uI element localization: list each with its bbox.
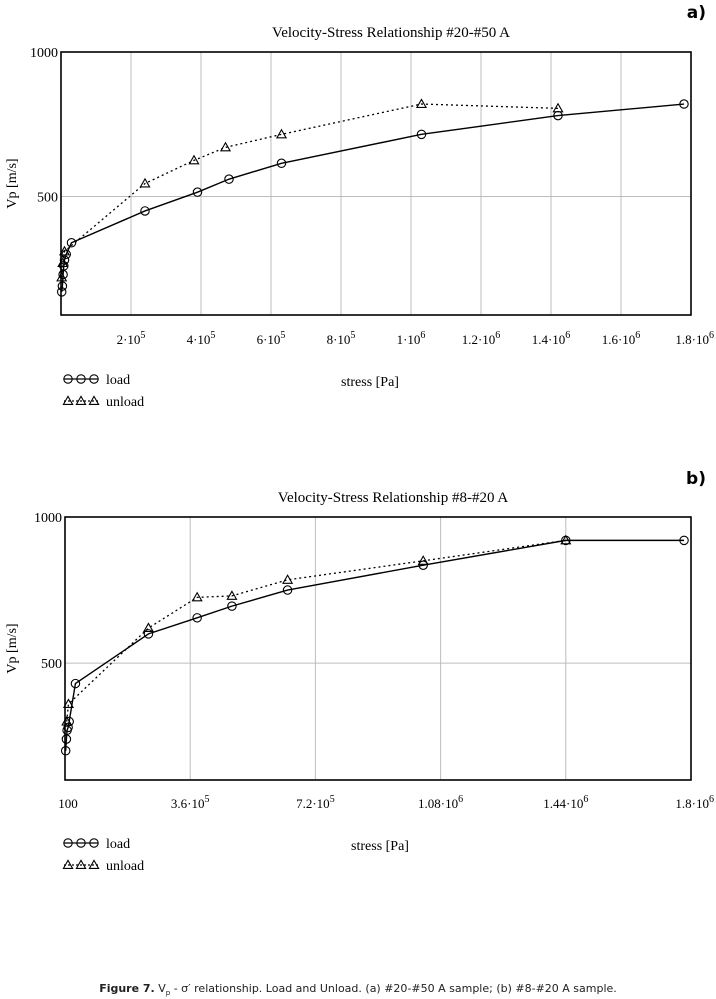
x-tick-label: 1.44·106 — [543, 794, 588, 811]
data-point-triangle — [560, 534, 572, 545]
data-point-triangle — [417, 555, 429, 565]
data-point-triangle — [56, 271, 68, 282]
caption-v-sub: p — [165, 989, 171, 998]
chart-title: Velocity-Stress Relationship #20-#50 A — [272, 25, 510, 41]
data-point-triangle — [62, 859, 74, 870]
series-line-unload — [66, 539, 566, 722]
x-tick-label: 1.8·106 — [675, 330, 714, 347]
data-point-triangle — [57, 257, 69, 267]
x-tick-label: 8·105 — [327, 330, 356, 347]
x-axis-label: stress [Pa] — [341, 375, 399, 390]
data-point-circle — [63, 722, 73, 733]
data-point-triangle — [282, 574, 294, 584]
y-axis-label: Vp [m/s] — [5, 158, 20, 208]
data-point-triangle — [75, 395, 87, 406]
chart-a: a) Velocity-Stress Relationship #20-#50 A… — [5, 3, 714, 410]
y-tick-label: 1000 — [34, 511, 62, 526]
data-point-triangle — [58, 245, 71, 256]
caption-label: Figure 7. — [99, 982, 155, 995]
data-point-circle — [416, 129, 427, 140]
data-point-triangle — [219, 141, 232, 152]
panel-label: b) — [686, 469, 706, 489]
legend-item-load: load — [63, 373, 130, 388]
data-point-triangle — [75, 859, 87, 870]
data-point-triangle — [88, 859, 100, 870]
x-tick-label: 1.08·106 — [418, 794, 463, 811]
data-point-circle — [227, 601, 237, 611]
data-point-circle — [76, 838, 86, 848]
legend-item-load: load — [63, 837, 130, 852]
x-tick-label: 1·106 — [397, 330, 426, 347]
data-point-circle — [679, 535, 689, 546]
data-point-circle — [64, 716, 74, 727]
data-point-triangle — [61, 715, 73, 726]
legend-item-unload: unload — [62, 395, 144, 410]
data-point-circle — [76, 374, 86, 384]
data-point-circle — [192, 187, 203, 197]
panel-label: a) — [687, 3, 706, 23]
x-tick-label: 1.2·106 — [462, 330, 501, 347]
y-tick-label: 500 — [41, 657, 62, 672]
data-point-circle — [59, 255, 70, 265]
data-point-circle — [60, 746, 71, 756]
data-point-triangle — [62, 395, 74, 406]
chart-title: Velocity-Stress Relationship #8-#20 A — [278, 490, 509, 506]
data-point-circle — [89, 838, 99, 848]
y-tick-label: 1000 — [30, 46, 58, 61]
caption-text: - σ′ relationship. Load and Unload. (a) … — [170, 982, 617, 995]
y-tick-label: 500 — [37, 191, 58, 206]
caption-v: V — [158, 982, 166, 995]
series-line-load — [61, 103, 685, 292]
chart-b: b) Velocity-Stress Relationship #8-#20 A 5… — [5, 469, 714, 874]
x-tick-label: 7.2·105 — [296, 794, 335, 811]
x-tick-label: 1.6·106 — [602, 330, 641, 347]
data-point-triangle — [139, 177, 151, 188]
data-point-circle — [679, 99, 689, 109]
x-tick-label: 1.8·106 — [675, 794, 714, 811]
data-point-triangle — [552, 102, 564, 113]
data-point-triangle — [62, 698, 75, 709]
x-axis-label: stress [Pa] — [351, 839, 409, 854]
data-point-circle — [59, 261, 69, 271]
data-point-triangle — [415, 98, 428, 109]
x-tick-label: 6·105 — [257, 330, 286, 347]
data-point-circle — [140, 206, 150, 216]
legend-label: unload — [106, 395, 144, 410]
x-tick-label: 4·105 — [187, 330, 216, 347]
series-line-load — [64, 539, 685, 751]
y-axis-label: Vp [m/s] — [5, 623, 20, 673]
x-tick-label: 3.6·105 — [171, 794, 210, 811]
data-point-circle — [192, 613, 202, 623]
x-tick-label: 100 — [58, 796, 78, 811]
data-point-circle — [63, 374, 73, 384]
legend-label: load — [106, 837, 130, 852]
data-point-triangle — [142, 622, 155, 633]
data-point-circle — [89, 374, 99, 384]
figure-caption: Figure 7. Vp - σ′ relationship. Load and… — [0, 982, 716, 997]
legend-label: load — [106, 373, 130, 388]
x-tick-label: 1.4·106 — [532, 330, 571, 347]
data-point-triangle — [88, 395, 100, 406]
data-point-circle — [57, 281, 68, 291]
x-tick-label: 2·105 — [117, 330, 146, 347]
plot-frame — [60, 51, 692, 316]
data-point-circle — [143, 629, 154, 639]
data-point-circle — [224, 174, 234, 184]
data-point-circle — [70, 678, 81, 689]
data-point-circle — [56, 287, 67, 297]
legend-label: unload — [106, 859, 144, 874]
data-point-circle — [282, 585, 293, 595]
data-point-triangle — [188, 154, 200, 165]
plot-frame — [64, 516, 692, 781]
series-line-unload — [61, 103, 559, 278]
data-point-circle — [276, 158, 287, 169]
data-point-triangle — [191, 591, 203, 602]
data-point-circle — [63, 838, 73, 848]
data-point-triangle — [226, 590, 238, 600]
legend-item-unload: unload — [62, 859, 144, 874]
data-point-triangle — [275, 128, 288, 139]
